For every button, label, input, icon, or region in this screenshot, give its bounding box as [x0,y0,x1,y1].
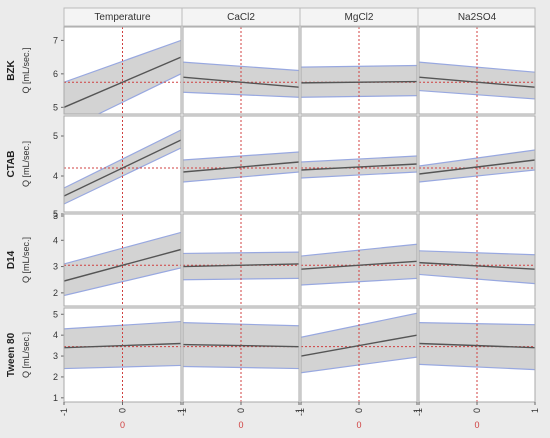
panel-frame-d14-temperature [63,213,182,307]
prediction-line-ctab-na2so4 [419,159,535,175]
y-tick-label: 7 [53,35,58,45]
upper-bound-d14-cacl2 [183,251,299,255]
panel-frame-ctab-temperature [63,115,182,213]
upper-bound-bzk-temperature [64,39,181,83]
prediction-line-ctab-cacl2 [183,161,299,173]
panel-frame-d14-na2so4 [418,213,536,307]
panel-frame-bzk-na2so4 [418,26,536,115]
axis-labels: Temperature CaCl2 MgCl2 Na2SO4 BZK Q [mL/sec.… [6,12,540,430]
x-tick-label-mgcl2: 1 [412,408,422,413]
prediction-line-bzk-temperature [64,56,181,108]
x-tick-label-na2so4: -1 [414,408,424,416]
lower-bound-bzk-cacl2 [183,91,299,98]
upper-bound-d14-temperature [64,231,181,265]
panel-frame-ctab-na2so4 [418,115,536,213]
upper-bound-ctab-temperature [64,129,181,189]
panel-frames [61,8,536,405]
lower-bound-bzk-temperature [97,73,181,114]
row-title-ctab: CTAB [6,150,17,177]
prediction-line-tween-80-cacl2 [183,343,299,348]
panel-frame-bzk-temperature [63,26,182,115]
row-title-bzk: BZK [6,59,17,80]
upper-bound-bzk-mgcl2 [301,64,417,68]
y-tick-label: 3 [53,262,58,272]
prediction-line-d14-cacl2 [183,263,299,268]
lower-bound-d14-mgcl2 [301,277,417,286]
y-tick-label: 3 [53,211,58,221]
y-tick-label: 4 [53,171,58,181]
x-tick-label-mgcl2: -1 [296,408,306,416]
prediction-line-d14-na2so4 [419,261,535,270]
y-axis-label-tween-80: Q [mL/sec.] [21,332,31,378]
y-tick-label: 5 [53,131,58,141]
column-title-mgcl2: MgCl2 [345,12,374,23]
x-tick-label-na2so4: 1 [530,408,540,413]
y-tick-label: 4 [53,235,58,245]
prediction-line-ctab-mgcl2 [301,163,417,171]
panel-frame-bzk-cacl2 [182,26,300,115]
lower-bound-tween-80-na2so4 [419,363,535,371]
y-tick-label: 6 [53,69,58,79]
confidence-band-bzk-mgcl2 [301,65,417,98]
panel-frame-ctab-cacl2 [182,115,300,213]
prediction-line-d14-temperature [64,248,181,282]
x-current-value-temperature: 0 [120,420,125,430]
y-tick-label: 2 [53,288,58,298]
prediction-line-ctab-temperature [64,139,181,197]
y-tick-label: 3 [53,351,58,361]
column-title-na2so4: Na2SO4 [458,12,497,23]
y-tick-label: 4 [53,330,58,340]
x-tick-label-na2so4: 0 [472,408,482,413]
lower-bound-d14-temperature [64,267,181,297]
panel-frame-d14-cacl2 [182,213,300,307]
y-axis-label-ctab: Q [mL/sec.] [21,141,31,187]
row-title-tween-80: Tween 80 [6,332,17,377]
panel-frame-bzk-mgcl2 [300,26,418,115]
confidence-band-ctab-temperature [64,130,181,204]
column-title-cacl2: CaCl2 [227,12,255,23]
y-axis-label-d14: Q [mL/sec.] [21,237,31,283]
x-tick-label-cacl2: 0 [236,408,246,413]
y-tick-label: 2 [53,372,58,382]
column-title-temperature: Temperature [94,12,151,23]
confidence-band-tween-80-mgcl2 [301,313,417,373]
y-tick-label: 5 [53,102,58,112]
x-tick-label-temperature: 1 [176,408,186,413]
y-tick-label: 1 [53,393,58,403]
upper-bound-tween-80-na2so4 [419,322,535,326]
x-current-value-cacl2: 0 [238,420,243,430]
x-tick-label-temperature: -1 [59,408,69,416]
prediction-line-d14-mgcl2 [301,260,417,270]
upper-bound-ctab-mgcl2 [301,155,417,163]
x-tick-label-cacl2: 1 [294,408,304,413]
x-current-value-mgcl2: 0 [356,420,361,430]
upper-bound-d14-na2so4 [419,250,535,256]
prediction-line-tween-80-temperature [64,342,181,349]
confidence-band-bzk-temperature [64,40,181,114]
lower-bound-tween-80-temperature [64,364,181,370]
y-axis-label-bzk: Q [mL/sec.] [21,47,31,93]
row-title-d14: D14 [6,250,17,269]
y-tick-label: 5 [53,309,58,319]
upper-bound-bzk-cacl2 [183,61,299,72]
prediction-line-tween-80-mgcl2 [301,334,417,357]
panel-frame-d14-mgcl2 [300,213,418,307]
x-tick-label-cacl2: -1 [178,408,188,416]
x-tick-label-mgcl2: 0 [354,408,364,413]
panel-frame-ctab-mgcl2 [300,115,418,213]
y-tick-label: 5 [53,209,58,219]
lower-bound-bzk-na2so4 [419,89,535,100]
x-current-value-na2so4: 0 [474,420,479,430]
prediction-line-bzk-cacl2 [183,76,299,88]
lower-bound-ctab-mgcl2 [301,171,417,179]
prediction-lines [64,56,535,357]
lower-bound-tween-80-cacl2 [183,365,299,370]
prediction-line-tween-80-na2so4 [419,342,535,349]
prediction-line-bzk-mgcl2 [301,80,417,84]
prediction-line-bzk-na2so4 [419,76,535,88]
x-tick-label-temperature: 0 [118,408,128,413]
